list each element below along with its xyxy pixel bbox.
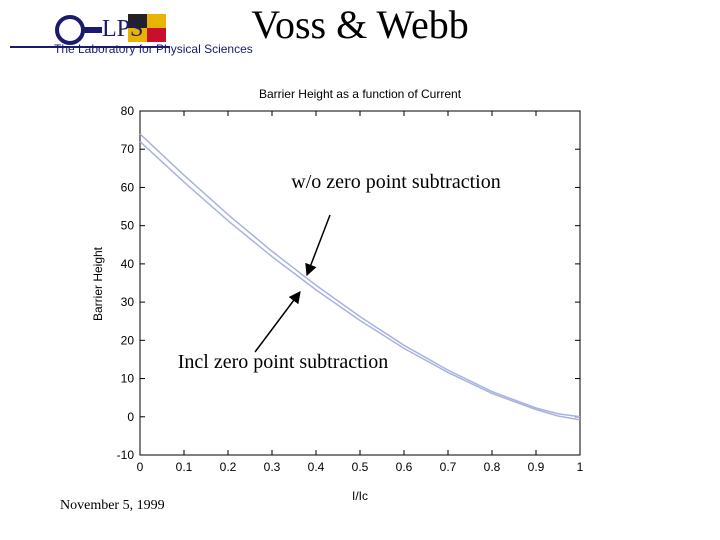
x-tick-label: 0.2 (220, 460, 237, 474)
y-tick-label: 10 (121, 372, 135, 386)
logo-text: LPS (102, 16, 143, 42)
logo-subtitle: The Laboratory for Physical Sciences (54, 42, 253, 56)
y-tick-label: -10 (117, 448, 135, 462)
x-tick-label: 0 (137, 460, 144, 474)
footer-date: November 5, 1999 (60, 498, 165, 513)
y-tick-label: 40 (121, 257, 135, 271)
y-tick-label: 0 (127, 410, 134, 424)
y-tick-label: 20 (121, 333, 135, 347)
y-tick-label: 80 (121, 104, 135, 118)
annotation-arrow (254, 291, 301, 353)
annotation-arrow (305, 214, 331, 277)
x-tick-label: 0.6 (396, 460, 413, 474)
annotation: Incl zero point subtraction (178, 351, 389, 373)
annotation: w/o zero point subtraction (291, 171, 500, 193)
x-tick-label: 0.4 (308, 460, 325, 474)
y-axis-label: Barrier Height (91, 246, 105, 321)
x-tick-label: 1 (577, 460, 584, 474)
x-tick-label: 0.9 (528, 460, 545, 474)
x-tick-label: 0.1 (176, 460, 193, 474)
series-line (139, 141, 581, 421)
x-tick-label: 0.7 (440, 460, 457, 474)
y-tick-label: 70 (121, 142, 135, 156)
y-tick-label: 60 (121, 180, 135, 194)
y-tick-label: 50 (121, 219, 135, 233)
x-tick-label: 0.3 (264, 460, 281, 474)
plot-frame (139, 110, 581, 456)
logo: LPS The Laboratory for Physical Sciences (10, 14, 253, 56)
x-tick-label: 0.8 (484, 460, 501, 474)
y-tick-label: 30 (121, 295, 135, 309)
x-tick-label: 0.5 (352, 460, 369, 474)
chart-title: Barrier Height as a function of Current (259, 87, 462, 101)
slide-title: Voss & Webb (251, 2, 469, 47)
x-axis-label: I/Ic (352, 489, 368, 503)
series-line (139, 133, 581, 418)
